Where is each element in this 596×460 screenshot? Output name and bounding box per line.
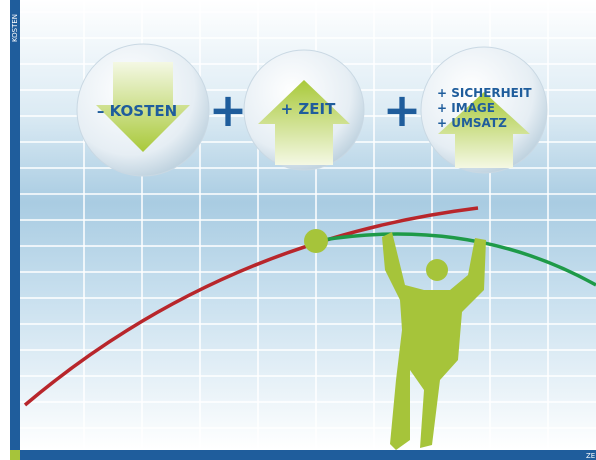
- bubble-label: + SICHERHEIT: [437, 86, 532, 100]
- bubble-label: – KOSTEN: [97, 102, 177, 120]
- bubble-label: + UMSATZ: [437, 116, 507, 130]
- x-axis-label: ZE: [586, 452, 595, 460]
- plus-operator: +: [209, 83, 248, 137]
- intersection-dot: [304, 229, 328, 253]
- axis-corner: [10, 450, 20, 460]
- plus-operator: +: [383, 83, 422, 137]
- bubble: – KOSTEN: [77, 44, 209, 176]
- bubble-label: + ZEIT: [281, 100, 336, 118]
- bubble: + ZEIT: [244, 50, 364, 170]
- y-axis-label: KOSTEN: [11, 14, 19, 42]
- illustration: – KOSTEN + ZEIT + SICHERHEIT + IMAGE + U…: [0, 0, 596, 460]
- y-axis: [10, 0, 20, 452]
- x-axis: [10, 450, 596, 460]
- bubble: + SICHERHEIT + IMAGE + UMSATZ: [421, 47, 547, 173]
- page: – KOSTEN + ZEIT + SICHERHEIT + IMAGE + U…: [0, 0, 596, 460]
- bubble-label: + IMAGE: [437, 101, 495, 115]
